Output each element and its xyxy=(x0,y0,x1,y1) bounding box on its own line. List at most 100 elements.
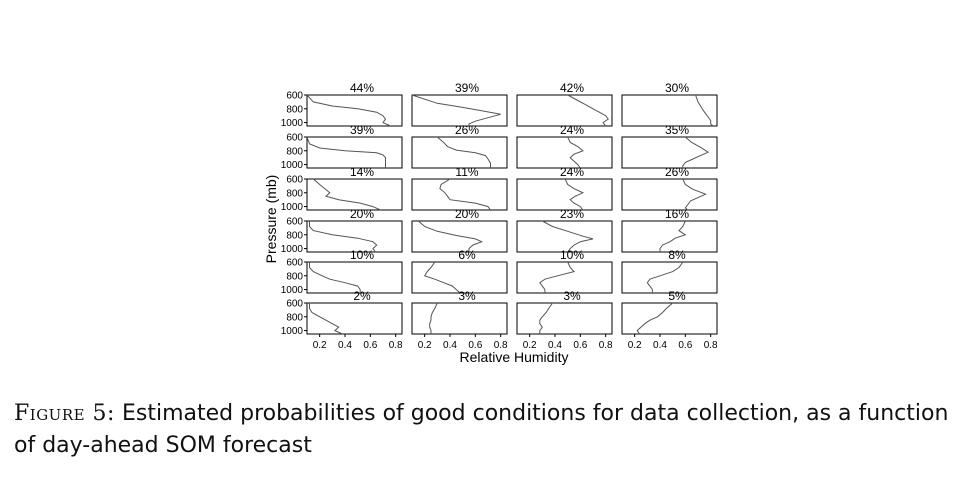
profile-line xyxy=(306,94,391,127)
panel-probability-label: 10% xyxy=(560,248,584,262)
panel-probability-label: 26% xyxy=(665,165,689,179)
chart-axes: 600 800 1000 600 800 1000 600 800 1000 600 800 1000… xyxy=(263,91,718,366)
x-tick-label: 0.4 xyxy=(338,340,352,351)
profile-line xyxy=(436,136,491,168)
panel-probability-label: 14% xyxy=(350,165,374,179)
panel-frame xyxy=(306,94,403,127)
y-tick-label: 1000 xyxy=(281,118,304,129)
y-tick-label: 600 xyxy=(286,91,303,102)
panel-probability-label: 24% xyxy=(560,123,584,137)
panel-probability-label: 23% xyxy=(560,207,584,221)
panel-frame xyxy=(306,261,403,294)
profile-line xyxy=(682,178,707,211)
x-tick-label: 0.6 xyxy=(363,340,377,351)
panel-probability-label: 5% xyxy=(668,289,686,303)
panel-probability-label: 3% xyxy=(563,289,581,303)
y-tick-label: 800 xyxy=(286,146,303,157)
panel-probability-label: 2% xyxy=(353,289,371,303)
profile-line xyxy=(417,220,484,252)
panel-probability-label: 39% xyxy=(350,123,374,137)
x-tick-label: 0.8 xyxy=(389,340,403,351)
panel-frame xyxy=(621,302,718,335)
y-tick-label: 1000 xyxy=(281,202,304,213)
panel-probability-label: 20% xyxy=(350,207,374,221)
profile-line xyxy=(564,178,585,211)
y-tick-label: 1000 xyxy=(281,244,304,255)
panel-probability-label: 39% xyxy=(455,81,479,95)
panel-0-3: 30% xyxy=(621,81,718,127)
panel-3-0: 20% xyxy=(306,207,403,253)
profile-line xyxy=(567,136,584,169)
x-axis-label: Relative Humidity xyxy=(460,349,569,365)
profile-line xyxy=(411,94,501,126)
panel-frame xyxy=(516,302,613,335)
x-tick-label: 0.4 xyxy=(443,340,457,351)
y-tick-label: 800 xyxy=(286,188,303,199)
y-tick-label: 600 xyxy=(286,217,303,228)
profile-line xyxy=(439,178,491,211)
profile-line xyxy=(567,94,609,127)
x-tick-label: 0.6 xyxy=(678,340,692,351)
panel-2-0: 14% xyxy=(306,165,403,211)
panel-3-3: 16% xyxy=(621,207,718,253)
panel-probability-label: 30% xyxy=(665,81,689,95)
y-tick-label: 600 xyxy=(286,133,303,144)
x-tick-label: 0.4 xyxy=(653,340,667,351)
panel-frame xyxy=(306,302,403,335)
x-tick-label: 0.6 xyxy=(468,340,482,351)
panel-frame xyxy=(516,261,613,294)
panel-1-2: 24% xyxy=(516,123,613,169)
y-axis-label: Pressure (mb) xyxy=(263,175,279,264)
y-tick-label: 600 xyxy=(286,258,303,269)
panel-probability-label: 20% xyxy=(455,207,479,221)
profile-line xyxy=(539,261,575,293)
panel-probability-label: 26% xyxy=(455,123,479,137)
panel-1-3: 35% xyxy=(621,123,718,169)
panel-frame xyxy=(516,94,613,127)
panel-1-0: 39% xyxy=(306,123,403,169)
panel-3-1: 20% xyxy=(411,207,508,253)
x-tick-label: 0.6 xyxy=(573,340,587,351)
chart-panels: 44% 39% 42% 30% 39% 26% 24% 35% 14% 11% 24% 26% 20% 2… xyxy=(306,81,718,335)
y-tick-label: 1000 xyxy=(281,160,304,171)
panel-3-2: 23% xyxy=(516,207,613,253)
panel-frame xyxy=(411,136,508,169)
y-tick-label: 800 xyxy=(286,104,303,115)
y-tick-label: 800 xyxy=(286,312,303,323)
panel-1-1: 26% xyxy=(411,123,508,169)
panel-4-3: 8% xyxy=(621,248,718,294)
profile-line xyxy=(309,262,361,293)
y-tick-label: 800 xyxy=(286,230,303,241)
panel-2-3: 26% xyxy=(621,165,718,211)
figure-label: Figure 5: xyxy=(14,401,115,426)
x-tick-label: 0.2 xyxy=(628,340,642,351)
x-tick-label: 0.2 xyxy=(313,340,327,351)
panel-frame xyxy=(621,261,718,294)
y-tick-label: 600 xyxy=(286,175,303,186)
panel-0-1: 39% xyxy=(411,81,508,127)
panel-probability-label: 44% xyxy=(350,81,374,95)
panel-probability-label: 24% xyxy=(560,165,584,179)
panel-probability-label: 35% xyxy=(665,123,689,137)
chart-figure: 44% 39% 42% 30% 39% 26% 24% 35% 14% 11% 24% 26% 20% 2… xyxy=(263,81,718,366)
y-tick-label: 800 xyxy=(286,271,303,282)
profile-line xyxy=(646,261,684,293)
y-tick-label: 1000 xyxy=(281,285,304,296)
panel-frame xyxy=(621,136,718,169)
profile-line xyxy=(312,178,381,211)
x-tick-label: 0.2 xyxy=(418,340,432,351)
panel-5-1: 3% xyxy=(411,289,508,335)
panel-frame xyxy=(411,302,508,335)
y-tick-label: 600 xyxy=(286,299,303,310)
panel-frame xyxy=(516,136,613,169)
panel-frame xyxy=(411,178,508,211)
panel-probability-label: 6% xyxy=(458,248,476,262)
x-tick-label: 0.2 xyxy=(523,340,537,351)
panel-5-3: 5% xyxy=(621,289,718,335)
panel-0-0: 44% xyxy=(306,81,403,127)
panel-probability-label: 8% xyxy=(668,248,686,262)
panel-frame xyxy=(621,220,718,253)
profile-line xyxy=(682,136,710,168)
profile-line xyxy=(423,261,461,294)
panel-frame xyxy=(516,220,613,253)
